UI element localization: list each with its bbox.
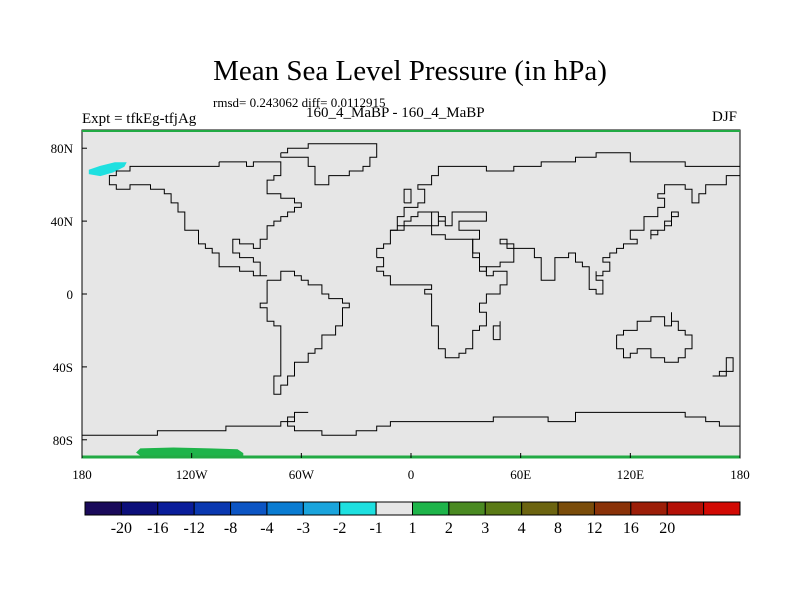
experiment-label: Expt = tfkEg-tfjAg [82, 111, 197, 127]
colorbar-swatch [593, 501, 632, 516]
colorbar-label: 20 [659, 520, 675, 537]
field-background [82, 130, 740, 458]
y-tick-label: 40N [51, 214, 74, 229]
y-tick-label: 80N [51, 141, 74, 156]
colorbar-label: -16 [147, 520, 168, 537]
colorbar-swatch [448, 501, 486, 516]
colorbar-swatch [412, 501, 450, 516]
coastline-australia [616, 312, 693, 363]
season-label: DJF [712, 109, 738, 125]
x-tick-label: 120W [176, 467, 209, 482]
colorbar-label: 2 [445, 520, 453, 537]
colorbar-label: -1 [369, 520, 382, 537]
colorbar-swatch [193, 501, 232, 516]
colorbar-label: 1 [409, 520, 417, 537]
stats-line: rmsd= 0.243062 diff= 0.0112915 [213, 95, 386, 110]
colorbar-label: -8 [224, 520, 237, 537]
colorbar-label: 8 [554, 520, 562, 537]
colorbar-label: -12 [184, 520, 205, 537]
x-tick-label: 60E [510, 467, 531, 482]
x-tick-label: 120E [617, 467, 645, 482]
y-tick-label: 80S [53, 433, 73, 448]
colorbar-label: 3 [481, 520, 489, 537]
x-tick-label: 180 [730, 467, 750, 482]
colorbar-label: 16 [623, 520, 639, 537]
colorbar-label: -4 [260, 520, 273, 537]
coastline-greenland [280, 143, 378, 186]
colorbar: -20 -16 -12 -8 -4 -3 -2 -1 1 2 3 4 8 12 16 20 [84, 501, 741, 537]
colorbar-label: 12 [586, 520, 602, 537]
colorbar-swatch [557, 501, 595, 516]
x-tick-label: 60W [289, 467, 315, 482]
axis-ticks: 180 120W 60W 0 60E 120E 180 80N 40N 0 40S 80S [51, 141, 750, 482]
run-subtitle: 160_4_MaBP - 160_4_MaBP [306, 105, 485, 121]
colorbar-swatch [230, 501, 268, 516]
colorbar-swatch [666, 501, 705, 516]
x-tick-label: 0 [408, 467, 415, 482]
colorbar-swatch [484, 501, 523, 516]
colorbar-label: -20 [111, 520, 132, 537]
coastline-madagascar [492, 321, 501, 341]
coastline-africa [376, 225, 508, 359]
plot-title: Mean Sea Level Pressure (in hPa) [213, 55, 607, 87]
x-tick-label: 180 [72, 467, 92, 482]
y-tick-label: 40S [53, 360, 73, 375]
coastline-eurasia [390, 152, 741, 295]
colorbar-swatch [84, 501, 122, 516]
colorbar-label: -3 [297, 520, 310, 537]
colorbar-swatch [157, 501, 195, 516]
colorbar-swatch [521, 501, 559, 516]
colorbar-swatch [302, 501, 341, 516]
colorbar-swatch [375, 501, 414, 516]
colorbar-swatch [266, 501, 304, 516]
coastline-antarctica [82, 411, 741, 436]
colorbar-label: 4 [518, 520, 526, 537]
coastline-japan [650, 211, 679, 240]
coastline-north-america [108, 161, 302, 277]
coastline-south-america [259, 270, 350, 395]
coastline-new-zealand [712, 357, 734, 377]
anomaly-south-pacific-antarctic [136, 447, 244, 456]
anomaly-layer [88, 162, 244, 456]
coastline-british-isles [403, 188, 412, 204]
colorbar-label: -2 [333, 520, 346, 537]
colorbar-swatch [630, 501, 668, 516]
colorbar-swatch [120, 501, 159, 516]
anomaly-arctic-north-pacific [88, 162, 127, 177]
coastline-layer [82, 143, 741, 436]
colorbar-swatch [703, 501, 741, 516]
colorbar-swatch [339, 501, 377, 516]
y-tick-label: 0 [67, 287, 74, 302]
